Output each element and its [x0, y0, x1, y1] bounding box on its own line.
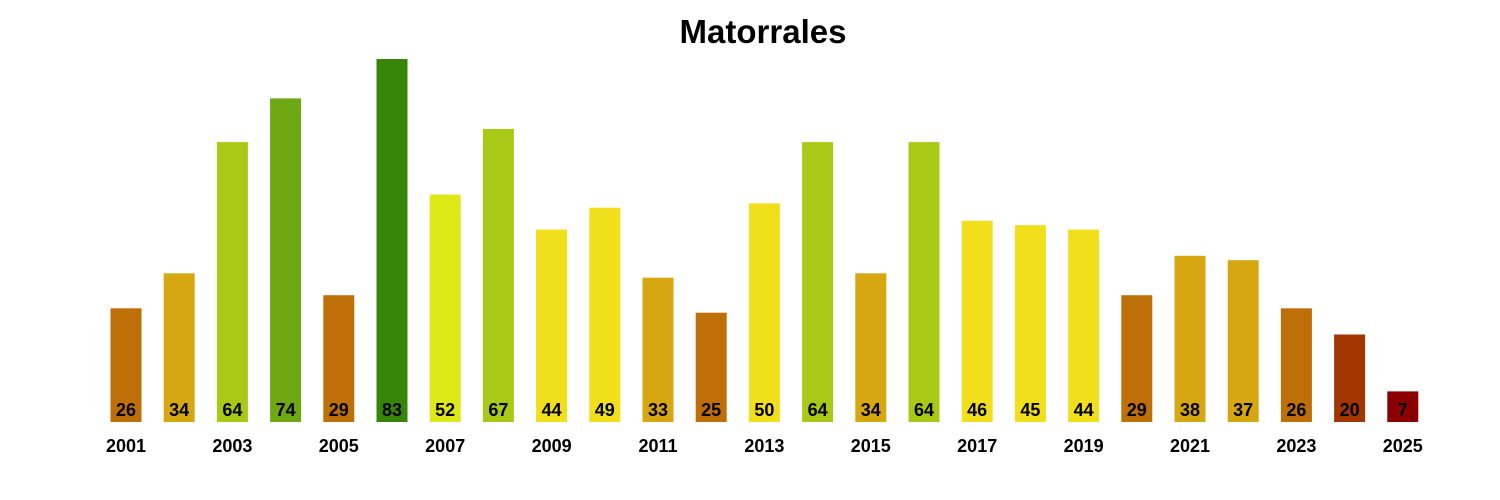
bar-2025	[1387, 391, 1419, 422]
bars-group	[110, 59, 1419, 423]
bar-2014	[802, 142, 834, 422]
value-label-2001: 26	[116, 400, 136, 420]
value-label-2016: 64	[914, 400, 934, 420]
bar-2023	[1280, 308, 1312, 422]
value-label-2013: 50	[754, 400, 774, 420]
value-labels-group: 26 34 64 74 29 83 52 67 44 49 33 25 50 64 34 64 46 45 44 29…	[116, 400, 1408, 420]
value-label-2017: 46	[967, 400, 987, 420]
x-axis-ticks-group: 2001 2003 2005 2007 2009 2011 2013 2015 2017 2019…	[106, 436, 1423, 456]
value-label-2011: 33	[648, 400, 668, 420]
bar-2024	[1334, 334, 1366, 422]
bar-2002	[163, 273, 195, 422]
value-label-2020: 29	[1127, 400, 1147, 420]
x-tick-label-2007: 2007	[425, 436, 465, 456]
bar-2005	[323, 295, 355, 422]
x-tick-label-2011: 2011	[638, 436, 677, 456]
value-label-2025: 7	[1398, 400, 1408, 420]
value-label-2008: 67	[488, 400, 508, 420]
value-label-2003: 64	[222, 400, 242, 420]
bar-2022	[1227, 260, 1259, 422]
bar-2006	[376, 59, 408, 422]
x-tick-label-2017: 2017	[957, 436, 997, 456]
bar-2007	[429, 194, 461, 422]
x-tick-label-2023: 2023	[1276, 436, 1316, 456]
value-label-2002: 34	[169, 400, 189, 420]
value-label-2009: 44	[542, 400, 562, 420]
value-label-2022: 37	[1233, 400, 1253, 420]
bar-2019	[1068, 229, 1100, 422]
x-tick-label-2009: 2009	[532, 436, 572, 456]
chart-title: Matorrales	[680, 13, 847, 50]
bar-2021	[1174, 255, 1206, 422]
value-label-2019: 44	[1074, 400, 1094, 420]
bar-2001	[110, 308, 142, 422]
x-tick-label-2021: 2021	[1170, 436, 1210, 456]
x-tick-label-2019: 2019	[1064, 436, 1104, 456]
value-label-2014: 64	[808, 400, 828, 420]
bar-2003	[216, 142, 248, 422]
x-tick-label-2005: 2005	[319, 436, 359, 456]
bar-2009	[536, 229, 568, 422]
x-tick-label-2025: 2025	[1383, 436, 1423, 456]
value-label-2023: 26	[1286, 400, 1306, 420]
value-label-2018: 45	[1020, 400, 1040, 420]
x-tick-label-2013: 2013	[744, 436, 784, 456]
bar-2004	[270, 98, 302, 423]
bar-2016	[908, 142, 940, 422]
x-tick-label-2001: 2001	[106, 436, 146, 456]
value-label-2021: 38	[1180, 400, 1200, 420]
bar-2017	[961, 220, 993, 422]
value-label-2004: 74	[276, 400, 296, 420]
bar-2012	[695, 312, 727, 422]
bar-2008	[482, 129, 514, 422]
bar-2015	[855, 273, 887, 422]
value-label-2007: 52	[435, 400, 455, 420]
bar-2011	[642, 277, 674, 422]
bar-2020	[1121, 295, 1153, 422]
value-label-2010: 49	[595, 400, 615, 420]
value-label-2012: 25	[701, 400, 721, 420]
value-label-2024: 20	[1340, 400, 1360, 420]
value-label-2005: 29	[329, 400, 349, 420]
x-tick-label-2015: 2015	[851, 436, 891, 456]
x-tick-label-2003: 2003	[212, 436, 252, 456]
value-label-2015: 34	[861, 400, 881, 420]
value-label-2006: 83	[382, 400, 402, 420]
bar-2010	[589, 207, 621, 422]
bar-2013	[748, 203, 780, 422]
bar-2018	[1014, 225, 1046, 422]
